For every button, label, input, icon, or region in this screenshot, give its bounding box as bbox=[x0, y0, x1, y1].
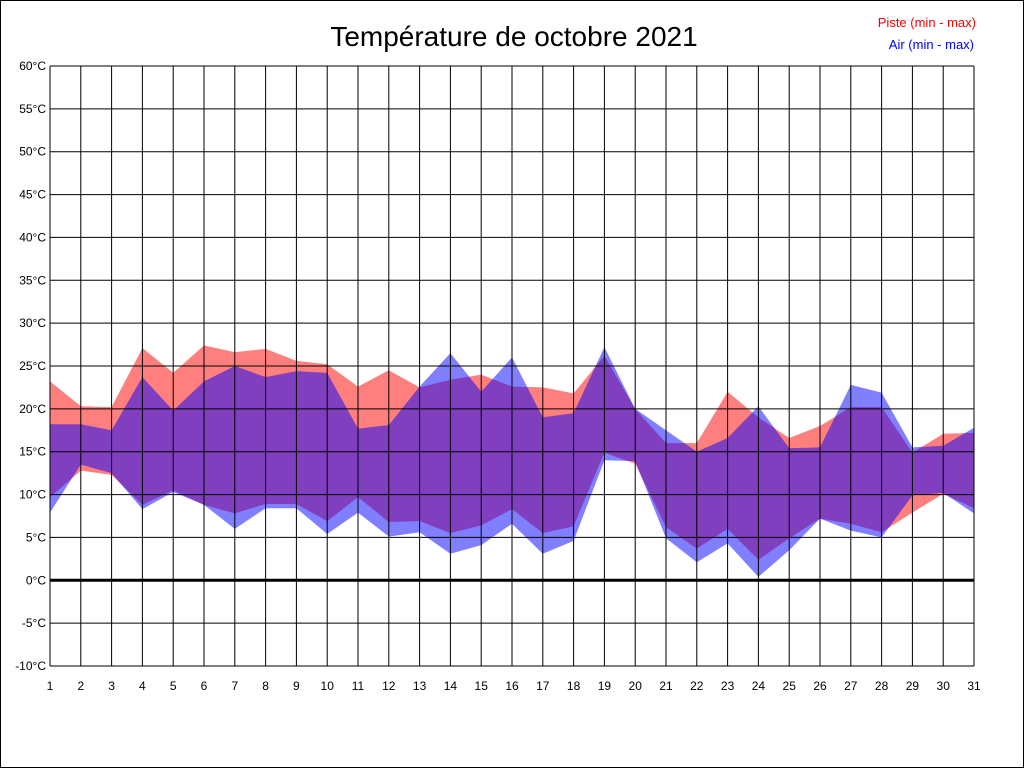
legend-air: Air (min - max) bbox=[889, 37, 974, 52]
x-tick-label: 12 bbox=[382, 679, 396, 693]
x-tick-label: 2 bbox=[77, 679, 84, 693]
x-tick-label: 25 bbox=[783, 679, 797, 693]
chart-title: Température de octobre 2021 bbox=[330, 21, 697, 52]
x-tick-label: 30 bbox=[937, 679, 951, 693]
x-tick-label: 23 bbox=[721, 679, 735, 693]
y-tick-label: 35°C bbox=[19, 273, 46, 287]
x-tick-label: 10 bbox=[321, 679, 335, 693]
y-tick-label: 25°C bbox=[19, 359, 46, 373]
x-tick-label: 3 bbox=[108, 679, 115, 693]
y-tick-label: 30°C bbox=[19, 316, 46, 330]
x-tick-label: 6 bbox=[201, 679, 208, 693]
x-tick-label: 14 bbox=[444, 679, 458, 693]
y-tick-label: 20°C bbox=[19, 402, 46, 416]
x-tick-label: 1 bbox=[47, 679, 54, 693]
y-tick-label: -10°C bbox=[15, 659, 46, 673]
x-tick-label: 8 bbox=[262, 679, 269, 693]
x-tick-label: 9 bbox=[293, 679, 300, 693]
x-tick-label: 11 bbox=[352, 679, 365, 693]
x-tick-label: 16 bbox=[505, 679, 519, 693]
y-tick-label: 10°C bbox=[19, 488, 46, 502]
x-tick-label: 22 bbox=[690, 679, 704, 693]
y-tick-label: 50°C bbox=[19, 145, 46, 159]
x-tick-label: 29 bbox=[906, 679, 920, 693]
x-tick-label: 27 bbox=[844, 679, 858, 693]
x-tick-label: 13 bbox=[413, 679, 427, 693]
y-tick-label: 40°C bbox=[19, 230, 46, 244]
x-tick-label: 7 bbox=[231, 679, 238, 693]
y-tick-label: -5°C bbox=[22, 616, 46, 630]
x-tick-label: 20 bbox=[629, 679, 643, 693]
x-tick-label: 28 bbox=[875, 679, 889, 693]
x-tick-label: 18 bbox=[567, 679, 581, 693]
y-tick-label: 15°C bbox=[19, 445, 46, 459]
x-tick-label: 4 bbox=[139, 679, 146, 693]
y-tick-label: 5°C bbox=[26, 530, 46, 544]
x-tick-label: 31 bbox=[967, 679, 981, 693]
y-tick-label: 0°C bbox=[26, 573, 46, 587]
y-tick-label: 55°C bbox=[19, 102, 46, 116]
legend-piste: Piste (min - max) bbox=[878, 15, 976, 30]
x-tick-label: 17 bbox=[536, 679, 550, 693]
x-tick-label: 24 bbox=[752, 679, 766, 693]
x-tick-label: 15 bbox=[475, 679, 489, 693]
x-tick-label: 21 bbox=[659, 679, 673, 693]
x-tick-label: 19 bbox=[598, 679, 612, 693]
y-tick-label: 60°C bbox=[19, 59, 46, 73]
y-tick-label: 45°C bbox=[19, 188, 46, 202]
x-tick-label: 26 bbox=[813, 679, 827, 693]
x-tick-label: 5 bbox=[170, 679, 177, 693]
